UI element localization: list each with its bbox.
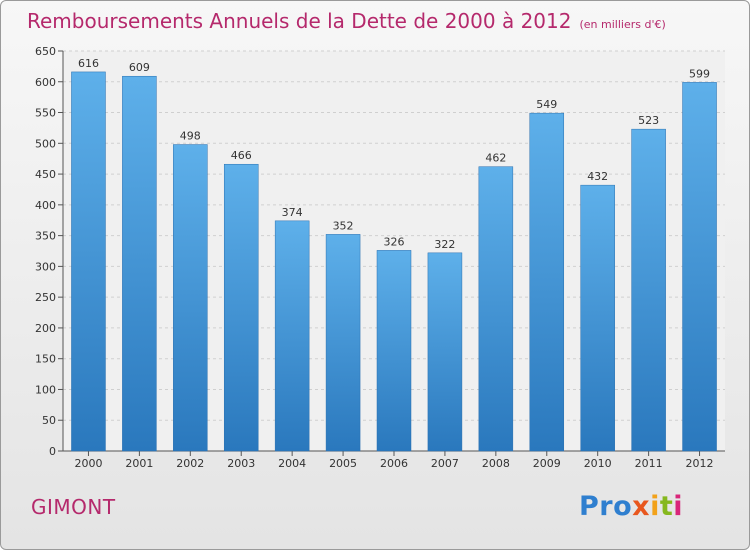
x-tick-label: 2012 xyxy=(686,457,714,470)
data-label: 322 xyxy=(434,238,455,251)
data-label: 326 xyxy=(384,235,405,248)
y-tick-label: 250 xyxy=(35,291,56,304)
x-tick-label: 2004 xyxy=(278,457,306,470)
data-labels: 616 609 498 466 374 352 326 322 462 549 432 523 599 xyxy=(78,57,710,251)
bar xyxy=(173,144,208,452)
y-tick-label: 600 xyxy=(35,76,56,89)
logo-part-5: i xyxy=(673,491,684,522)
logo-part-2: x xyxy=(632,491,651,522)
bar xyxy=(122,75,157,452)
bar xyxy=(529,112,565,452)
x-tick-label: 2002 xyxy=(176,457,204,470)
x-tick-label: 2003 xyxy=(227,457,255,470)
y-tick-label: 350 xyxy=(35,230,56,243)
data-label: 462 xyxy=(485,152,506,165)
data-label: 374 xyxy=(282,206,303,219)
y-tick-label: 300 xyxy=(35,260,56,273)
x-tick-label: 2010 xyxy=(584,457,612,470)
logo-part-1: Pro xyxy=(579,491,633,522)
commune-name: GIMONT xyxy=(31,495,116,519)
bar xyxy=(478,166,514,452)
x-tick-label: 2007 xyxy=(431,457,459,470)
x-tick-label: 2001 xyxy=(125,457,153,470)
bar xyxy=(580,184,615,452)
y-tick-label: 650 xyxy=(35,45,56,58)
bar xyxy=(325,234,361,452)
x-tick-label: 2005 xyxy=(329,457,357,470)
bar xyxy=(274,220,310,452)
x-tick-label: 2006 xyxy=(380,457,408,470)
data-label: 549 xyxy=(536,98,557,111)
bar xyxy=(71,71,106,452)
data-label: 432 xyxy=(587,170,608,183)
bar xyxy=(682,82,717,452)
data-label: 609 xyxy=(129,61,150,74)
data-label: 466 xyxy=(231,149,252,162)
x-tick-label: 2009 xyxy=(533,457,561,470)
y-tick-label: 550 xyxy=(35,107,56,120)
x-tick-label: 2011 xyxy=(635,457,663,470)
bars xyxy=(71,71,717,452)
data-label: 523 xyxy=(638,114,659,127)
y-tick-label: 0 xyxy=(49,445,56,458)
bar xyxy=(376,250,412,452)
x-tick-labels: 2000 2001 2002 2003 2004 2005 2006 2007 2008 2009… xyxy=(74,457,713,470)
bar xyxy=(631,128,666,452)
chart-subtitle: (en milliers d'€) xyxy=(579,18,666,31)
data-label: 352 xyxy=(333,219,354,232)
y-tick-label: 50 xyxy=(42,414,56,427)
logo-part-4: t xyxy=(659,491,674,522)
data-label: 616 xyxy=(78,57,99,70)
logo-part-3: i xyxy=(650,491,660,522)
chart-title-text: Remboursements Annuels de la Dette de 20… xyxy=(27,9,572,33)
x-tick-label: 2000 xyxy=(74,457,102,470)
bar xyxy=(427,252,463,452)
data-label: 599 xyxy=(689,67,710,80)
y-tick-label: 450 xyxy=(35,168,56,181)
y-tick-label: 100 xyxy=(35,383,56,396)
y-tick-labels: 0 50 100 150 200 250 300 350 400 450 500 550 600 650 xyxy=(35,45,56,458)
y-tick-label: 400 xyxy=(35,199,56,212)
y-tick-label: 150 xyxy=(35,353,56,366)
data-label: 498 xyxy=(180,130,201,143)
y-tick-label: 500 xyxy=(35,137,56,150)
y-tick-label: 200 xyxy=(35,322,56,335)
bar xyxy=(223,163,259,452)
x-tick-label: 2008 xyxy=(482,457,510,470)
proxiti-logo[interactable]: Proxiti xyxy=(579,491,683,522)
chart-title: Remboursements Annuels de la Dette de 20… xyxy=(27,9,666,33)
